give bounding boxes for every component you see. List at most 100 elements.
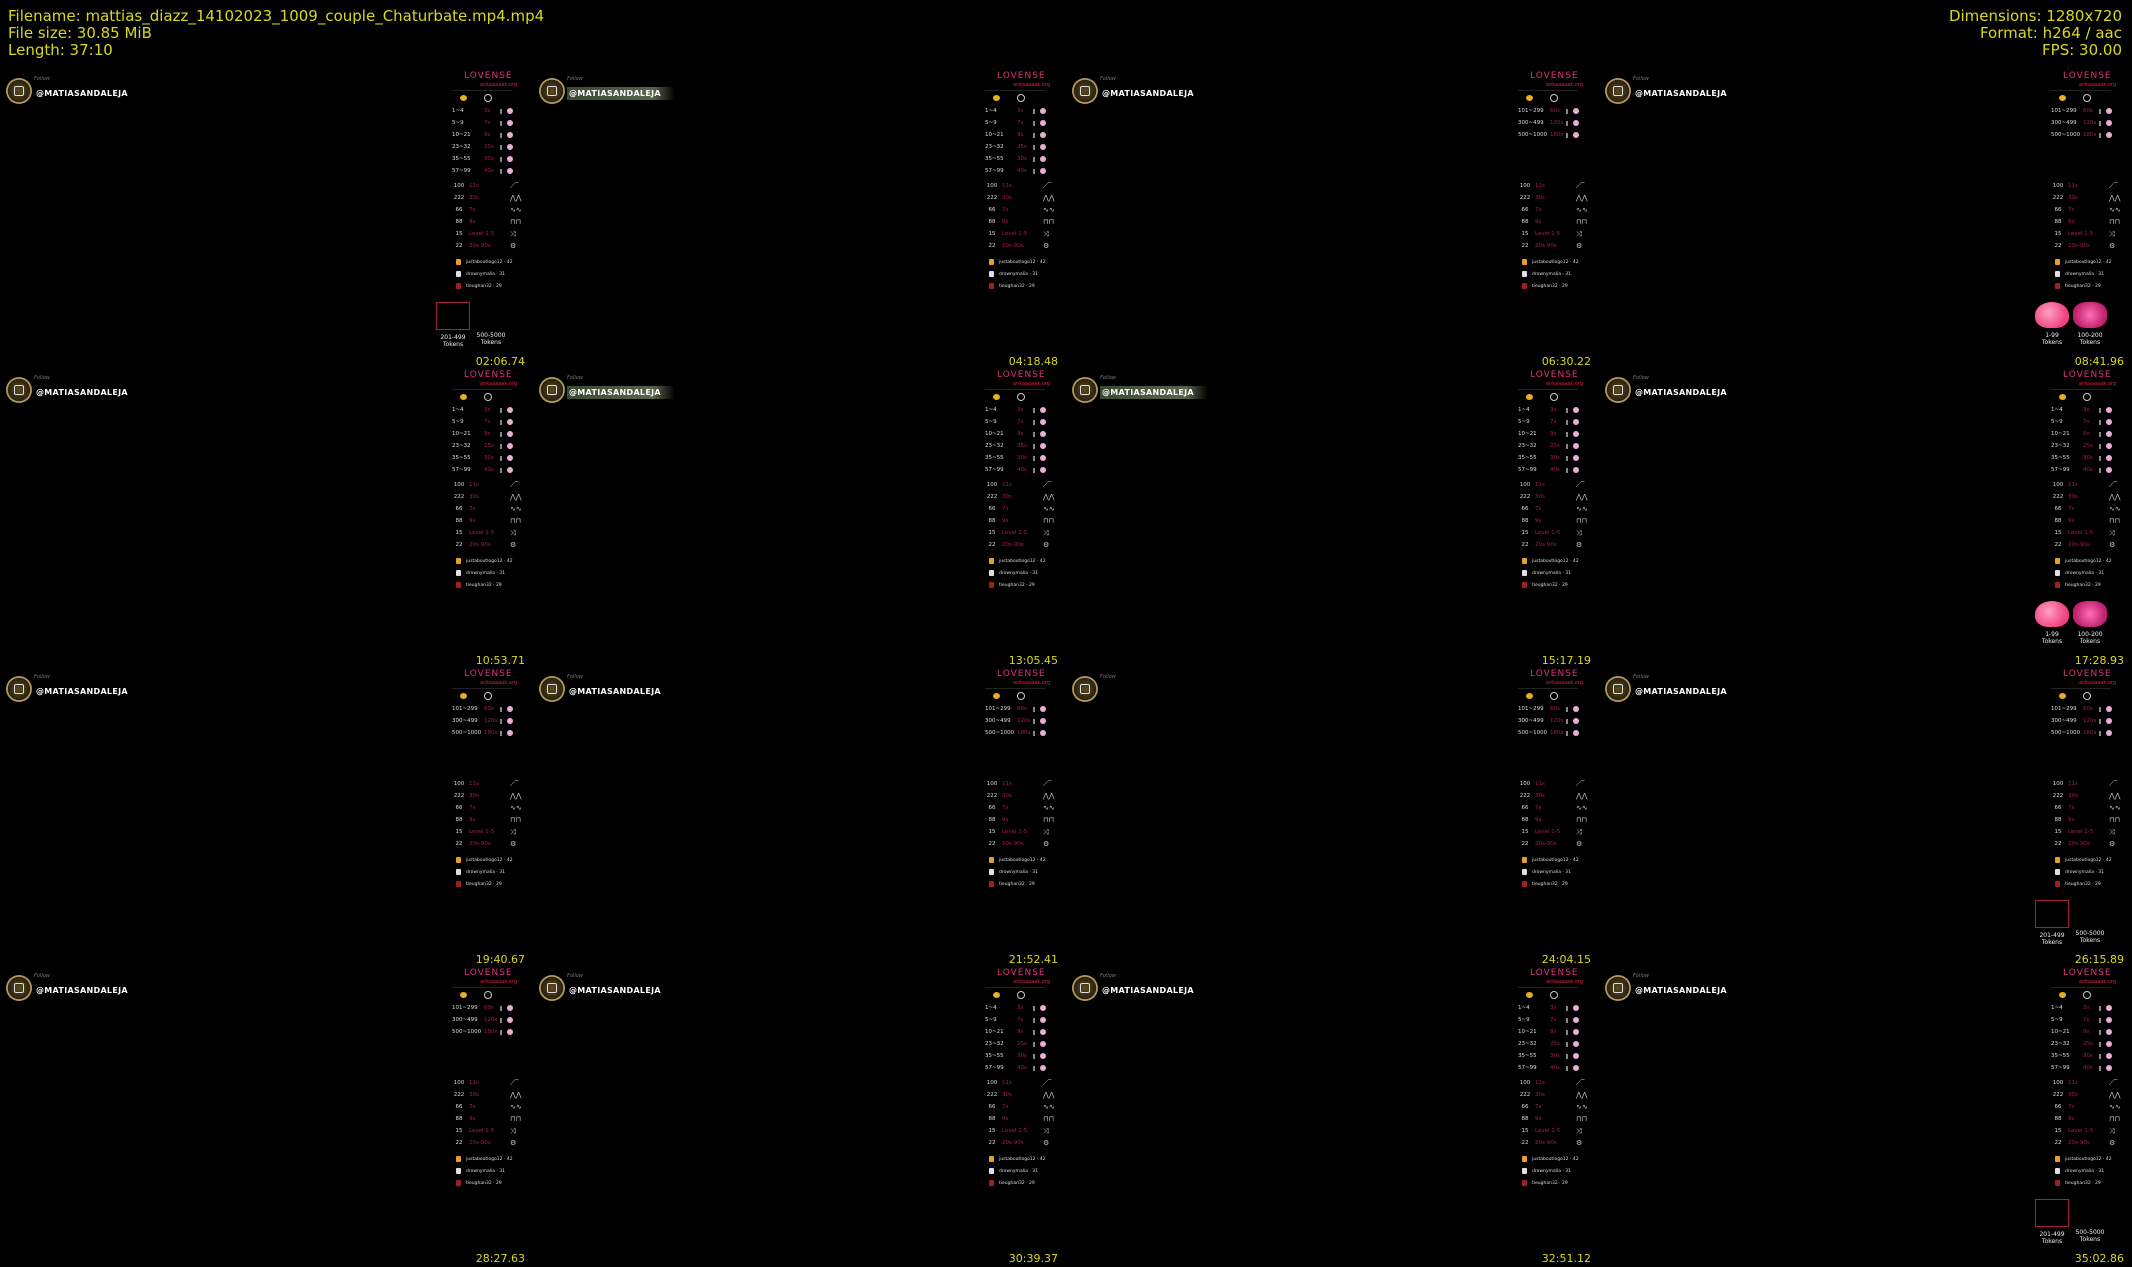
pattern-amount: 15 — [988, 530, 996, 536]
tip-tier-row: 300~499 120s — [450, 717, 530, 725]
pattern-row: 15 Level 1-5 ⤨ — [2049, 828, 2129, 836]
no-sign-icon — [1573, 108, 1579, 114]
pattern-row: 15 Level 1-5 ⤨ — [1516, 1127, 1596, 1135]
dimensions: Dimensions: 1280x720 — [1948, 7, 2122, 25]
no-sign-icon — [1040, 443, 1046, 449]
pattern-duration: 9s — [1002, 219, 1009, 225]
pattern-amount: 15 — [1521, 231, 1529, 237]
tier-range: 10~21 — [2051, 431, 2070, 437]
lovense-panel: LOVENSE ankaaaaak.org 101~299 60s 300~499 120… — [450, 967, 533, 1267]
video-frame[interactable]: Follow @MATIASANDALEJA LOVENSE ankaaaaak.or… — [1599, 369, 2132, 669]
coin-icon — [460, 992, 467, 998]
tier-duration: 9s — [2083, 1029, 2090, 1035]
no-sign-icon — [1040, 108, 1046, 114]
pattern-row: 66 7s ∿∿ — [450, 505, 530, 513]
no-sign-icon — [2106, 1017, 2112, 1023]
pattern-row: 66 7s ∿∿ — [450, 206, 530, 214]
video-frame[interactable]: Follow @MATIASANDALEJA LOVENSE ankaaaaak.or… — [0, 967, 533, 1267]
video-frame[interactable]: Follow @MATIASANDALEJA LOVENSE ankaaaaak.or… — [533, 668, 1066, 968]
random-icon: ⚙ — [1043, 1139, 1050, 1147]
tip-tier-row: 300~499 120s — [450, 1016, 530, 1024]
username-label: @MATIASANDALEJA — [1102, 89, 1194, 98]
pattern-duration: 30s — [469, 1092, 479, 1098]
tier-duration: 120s — [2083, 120, 2097, 126]
shuffle-icon: ⤨ — [1576, 529, 1582, 537]
pattern-amount: 66 — [455, 805, 463, 811]
pattern-row: 15 Level 1-5 ⤨ — [2049, 529, 2129, 537]
leader-score: 31 — [499, 272, 505, 277]
video-frame[interactable]: Follow @MATIASANDALEJA LOVENSE ankaaaaak.or… — [1599, 70, 2132, 370]
tier-duration: 25s — [1550, 443, 1560, 449]
tip-tier-row: 57~99 40s — [983, 466, 1063, 474]
username-label: @MATIASANDALEJA — [36, 89, 128, 98]
pattern-duration: 9s — [469, 219, 476, 225]
tier-duration: 40s — [1017, 168, 1027, 174]
pattern-amount: 22 — [2054, 1140, 2062, 1146]
pattern-amount: 100 — [453, 1080, 465, 1086]
pattern-duration: 30s — [469, 494, 479, 500]
video-frame[interactable]: Follow @MATIASANDALEJA LOVENSE ankaaaaak.or… — [533, 967, 1066, 1267]
leaderboard-entry: justaboutlogo12 · 42 — [989, 557, 1046, 566]
no-sign-icon — [507, 1017, 513, 1023]
trophy-icon — [456, 557, 461, 564]
video-frame[interactable]: Follow @MATIASANDALEJA LOVENSE ankaaaaak.or… — [1599, 668, 2132, 968]
instagram-avatar-icon — [1072, 377, 1098, 403]
leader-name: tieughan32 — [999, 882, 1025, 887]
no-sign-icon — [1040, 168, 1046, 174]
video-frame[interactable]: Follow @MATIASANDALEJA LOVENSE ankaaaaak.or… — [1066, 70, 1599, 370]
shuffle-icon: ⤨ — [1576, 828, 1582, 836]
pattern-row: 88 9s ⊓⊓ — [450, 517, 530, 525]
tier-range: 23~32 — [1518, 443, 1537, 449]
leader-score: 29 — [495, 583, 502, 588]
pattern-amount: 100 — [2052, 183, 2064, 189]
trophy-icon — [2055, 1155, 2060, 1162]
vibrate-icon — [500, 408, 502, 413]
leaderboard-entry: drownymalia · 31 — [456, 1167, 505, 1176]
pattern-duration: Level 1-5 — [1535, 829, 1561, 835]
pattern-amount: 66 — [988, 805, 996, 811]
shuffle-icon: ⤨ — [1043, 828, 1049, 836]
leader-name: drownymalia — [1532, 272, 1561, 277]
trophy-icon — [456, 868, 461, 875]
trophy-icon — [456, 1167, 461, 1174]
divider — [452, 389, 512, 390]
video-frame[interactable]: Follow @MATIASANDALEJA LOVENSE ankaaaaak.or… — [0, 70, 533, 370]
pattern-amount: 66 — [455, 506, 463, 512]
trophy-icon — [989, 1155, 994, 1162]
video-frame[interactable]: Follow @MATIASANDALEJA LOVENSE ankaaaaak.or… — [1066, 369, 1599, 669]
lovense-subtext: ankaaaaak.org — [1013, 381, 1051, 387]
username-label: @MATIASANDALEJA — [36, 687, 128, 696]
pattern-duration: 30s — [2068, 494, 2078, 500]
video-frame[interactable]: Follow @MATIASANDALEJA LOVENSE ankaaaaak.or… — [0, 668, 533, 968]
trophy-icon — [1522, 258, 1527, 265]
video-frame[interactable]: Follow @MATIASANDALEJA LOVENSE ankaaaaak.or… — [0, 369, 533, 669]
tier-duration: 7s — [2083, 1017, 2090, 1023]
pattern-row: 22 20s-90s ⚙ — [983, 242, 1063, 250]
leader-name: drownymalia — [466, 1169, 495, 1174]
pattern-amount: 88 — [455, 1116, 463, 1122]
video-frame[interactable]: Follow LOVENSE ankaaaaak.org 101~299 60s 300~… — [1066, 668, 1599, 968]
vibrate-icon — [1566, 1006, 1568, 1011]
tier-range: 5~9 — [985, 1017, 997, 1023]
tier-range: 500~1000 — [1518, 730, 1548, 736]
tier-range: 1~4 — [985, 407, 997, 413]
video-frame[interactable]: Follow @MATIASANDALEJA LOVENSE ankaaaaak.or… — [1066, 967, 1599, 1267]
vibrate-icon — [2099, 420, 2101, 425]
pattern-duration: 9s — [469, 518, 476, 524]
no-sign-icon — [1573, 455, 1579, 461]
tip-tier-row: 500~1000 180s — [2049, 131, 2129, 139]
tier-range: 23~32 — [452, 443, 471, 449]
video-frame[interactable]: Follow @MATIASANDALEJA LOVENSE ankaaaaak.or… — [1599, 967, 2132, 1267]
trophy-icon — [989, 1179, 994, 1186]
random-icon: ⚙ — [1043, 541, 1050, 549]
video-frame[interactable]: Follow @MATIASANDALEJA LOVENSE ankaaaaak.or… — [533, 369, 1066, 669]
leader-name: tieughan32 — [1532, 882, 1558, 887]
pattern-row: 100 11s ⟋‾ — [2049, 481, 2129, 489]
sawtooth-wave-icon: ⋀⋀ — [2109, 1091, 2121, 1099]
leaderboard-entry: justaboutlogo12 · 42 — [989, 856, 1046, 865]
tier-duration: 60s — [1550, 108, 1560, 114]
pattern-duration: 30s — [1002, 1092, 1012, 1098]
video-frame[interactable]: Follow @MATIASANDALEJA LOVENSE ankaaaaak.or… — [533, 70, 1066, 370]
no-sign-icon — [507, 419, 513, 425]
tier-range: 57~99 — [985, 467, 1004, 473]
